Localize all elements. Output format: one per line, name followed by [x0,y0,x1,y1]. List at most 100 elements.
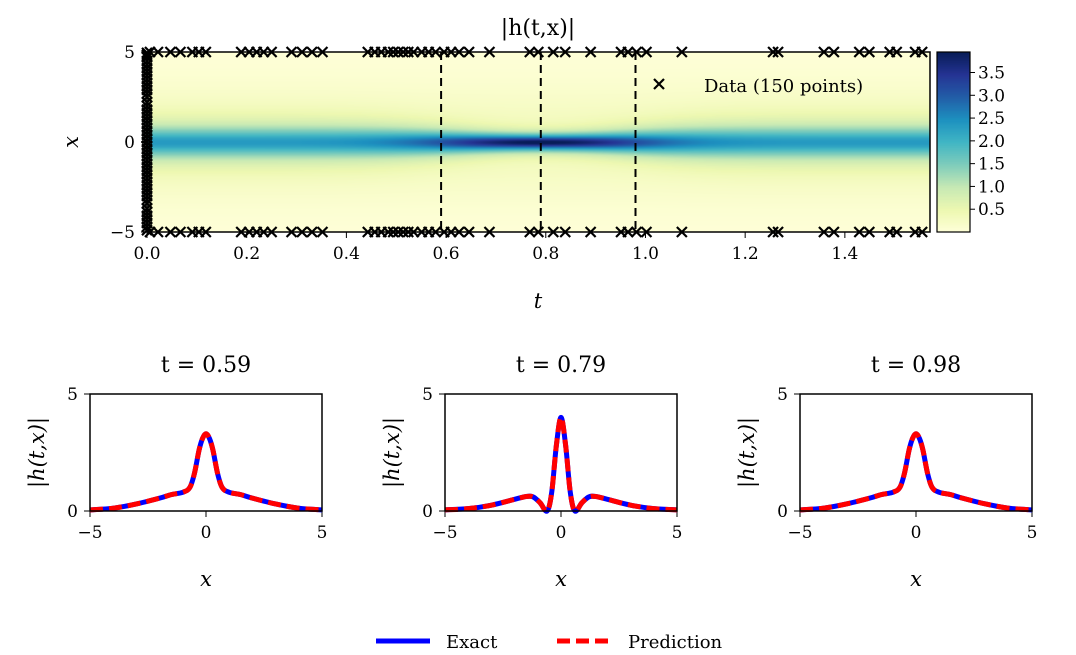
colorbar-gradient [937,52,970,232]
x-tick-label: 0 [911,523,922,543]
data-point-marker [916,226,928,238]
data-point-marker [463,46,475,58]
data-point-marker [316,226,329,238]
data-point-marker [630,46,643,58]
data-point-marker [772,226,784,238]
data-point-marker [152,226,164,238]
data-point-marker [863,226,876,238]
x-tick-label: 5 [672,523,683,543]
y-tick-label: 5 [124,43,135,63]
x-tick-label: 0.0 [133,244,160,264]
slice-title: t = 0.59 [161,353,251,378]
data-point-marker [397,226,409,238]
slice-xlabel: x [910,567,922,591]
data-point-marker [296,226,308,238]
data-point-marker [483,46,496,58]
data-point-marker [483,226,496,238]
data-point-marker [640,46,653,58]
slice-xlabel: x [555,567,567,591]
x-tick-label: −5 [787,523,812,543]
figure-legend: Exact Prediction [376,632,723,653]
data-point-marker [890,226,903,238]
y-tick-label: 0 [777,502,788,522]
slice-frame [444,393,678,512]
slice-title: t = 0.98 [871,353,961,378]
data-point-marker [392,226,405,238]
data-point-marker [285,46,298,58]
data-point-marker [200,46,212,58]
heatmap-xlabel: t [534,289,543,313]
slice-frame [89,393,323,512]
legend-exact-label: Exact [446,632,498,653]
y-tick-label: 0 [124,133,135,153]
data-point-marker [532,46,545,58]
data-point-marker [453,226,465,238]
series-line-prediction [89,431,323,513]
data-point-marker [818,226,830,238]
colorbar-tick-label: 1.5 [978,155,1005,175]
data-point-marker [174,226,187,238]
data-point-marker [653,78,665,90]
data-point-marker [392,46,405,58]
series-line-exact [444,414,678,514]
slice-ylabel: |h(t,x)| [735,417,760,488]
data-point-marker [772,46,784,58]
data-point-marker [640,226,653,238]
data-point-marker [547,226,560,238]
data-point-marker [306,46,318,58]
data-point-marker [141,47,153,59]
data-point-marker [429,226,442,238]
data-point-marker [382,46,395,58]
colorbar-tick-label: 2.5 [978,109,1005,129]
y-tick-label: 5 [777,385,788,405]
data-point-marker [828,46,840,58]
slice-title: t = 0.79 [516,353,606,378]
x-tick-label: 0 [556,523,567,543]
y-tick-label: 5 [67,385,78,405]
colorbar-tick-label: 1.0 [978,177,1005,197]
heatmap-title: |h(t,x)| [501,16,575,41]
data-point-marker [200,226,212,238]
colorbar-tick-label: 0.5 [978,200,1005,220]
x-tick-label: 0.4 [333,244,360,264]
data-point-marker [524,46,536,58]
colorbar-frame [936,51,971,233]
series-line-exact [799,431,1033,513]
y-tick-label: 5 [422,385,433,405]
series-line-prediction [444,414,678,514]
data-point-marker [584,226,597,238]
data-point-marker [387,226,400,238]
x-tick-label: 0.6 [433,244,460,264]
slice-plot-1: t = 0.59x|h(t,x)|−5 0 505 [25,353,327,591]
x-tick-label: 1.2 [732,244,759,264]
x-tick-label: 0 [201,523,212,543]
data-point-marker [916,46,928,58]
data-point-marker [397,46,409,58]
series-line-prediction [799,431,1033,513]
heatmap-legend-label: Data (150 points) [704,76,863,97]
slice-ylabel: |h(t,x)| [25,417,50,488]
data-point-marker [676,226,688,238]
heatmap-image [147,52,930,232]
data-point-marker [524,226,536,238]
slice-xlabel: x [200,567,212,591]
data-point-marker [306,226,318,238]
x-tick-label: 1.0 [632,244,659,264]
slice-plot-3: t = 0.98x|h(t,x)|−5 0 505 [735,353,1037,591]
data-point-marker [676,46,688,58]
data-point-marker [164,46,177,58]
data-point-marker [152,46,164,58]
data-point-marker [622,226,634,238]
data-point-marker [265,46,278,58]
data-point-marker [818,46,830,58]
data-point-marker [559,46,571,58]
data-point-marker [767,46,779,58]
data-point-marker [387,46,400,58]
data-point-marker [463,226,475,238]
x-tick-label: −5 [77,523,102,543]
data-point-marker [382,226,395,238]
legend-prediction-label: Prediction [628,632,723,653]
x-tick-label: 0.2 [233,244,260,264]
data-point-marker [584,46,597,58]
